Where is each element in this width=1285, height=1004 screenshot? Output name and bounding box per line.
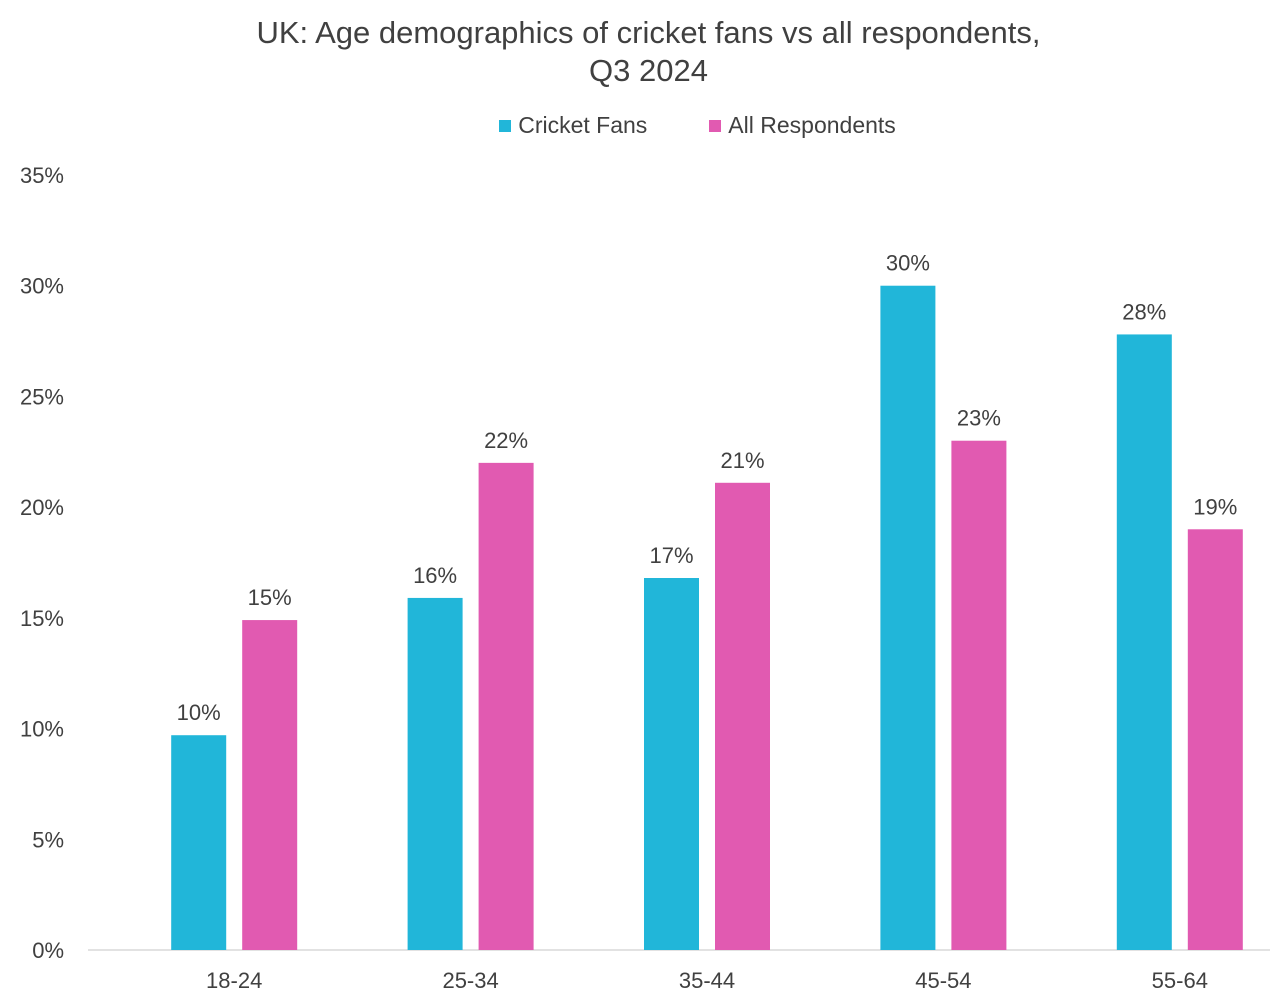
bar-cricket-fans [171,735,227,950]
bar-all-respondents [1187,529,1243,950]
bar-all-respondents [242,620,298,950]
data-label: 22% [484,428,528,453]
y-tick-label: 35% [20,163,64,188]
y-tick-label: 20% [20,495,64,520]
y-tick-label: 0% [32,938,64,963]
data-label: 10% [177,700,221,725]
data-label: 23% [957,406,1001,431]
bar-all-respondents [478,462,534,950]
bar-all-respondents [951,440,1007,950]
legend-swatch-cricket-fans [499,119,512,132]
legend-label-cricket-fans: Cricket Fans [518,112,648,138]
data-label: 28% [1122,299,1166,324]
legend-item-all-respondents: All Respondents [709,112,896,139]
x-tick-label: 18-24 [206,968,262,993]
chart-title-line-2: Q3 2024 [589,53,708,88]
y-tick-label: 15% [20,606,64,631]
bar-cricket-fans [407,597,463,950]
chart-title-line-1: UK: Age demographics of cricket fans vs … [256,15,1041,50]
data-label: 19% [1193,494,1237,519]
chart-title: UK: Age demographics of cricket fans vs … [0,14,1285,90]
y-tick-label: 10% [20,717,64,742]
legend-item-cricket-fans: Cricket Fans [499,112,647,139]
legend-label-all-respondents: All Respondents [728,112,896,138]
bar-cricket-fans [880,285,936,950]
x-tick-label: 55-64 [1152,968,1208,993]
data-label: 21% [720,448,764,473]
x-tick-label: 45-54 [915,968,971,993]
bar-cricket-fans [1116,334,1172,950]
x-tick-label: 35-44 [679,968,735,993]
data-label: 15% [248,585,292,610]
y-tick-label: 5% [32,827,64,852]
legend-swatch-all-respondents [709,119,722,132]
data-label: 16% [413,563,457,588]
x-tick-label: 25-34 [442,968,498,993]
data-label: 30% [886,251,930,276]
y-tick-label: 25% [20,384,64,409]
bar-all-respondents [715,482,770,950]
bar-cricket-fans [644,578,699,950]
chart-legend: Cricket Fans All Respondents [0,112,1285,139]
y-tick-label: 30% [20,274,64,299]
data-label: 17% [649,543,693,568]
